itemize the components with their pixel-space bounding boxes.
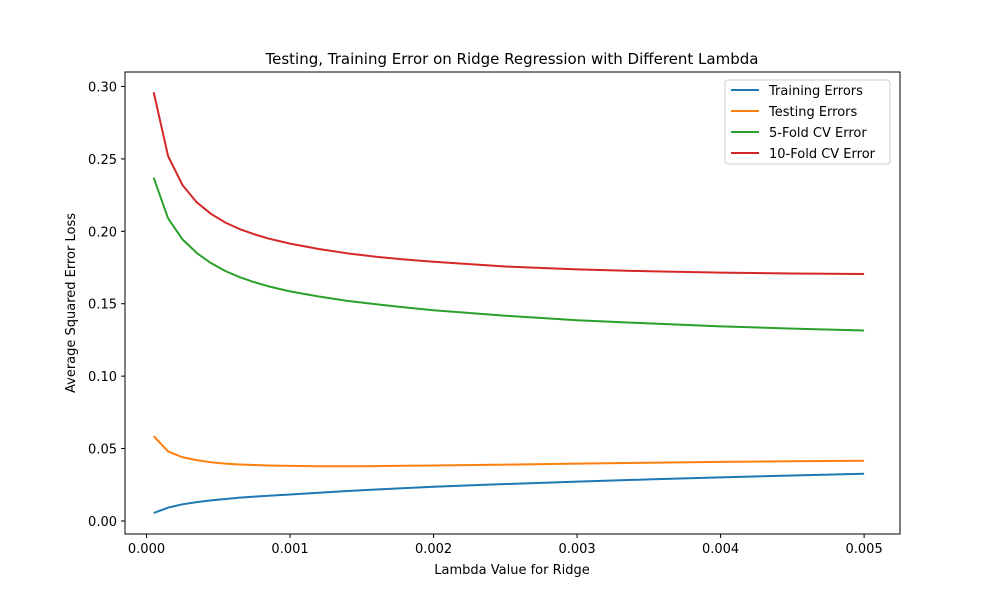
y-tick-label: 0.20 <box>88 225 117 240</box>
legend-label-5-fold-cv-error: 5-Fold CV Error <box>769 126 867 141</box>
legend-label-training-errors: Training Errors <box>768 84 863 99</box>
x-tick-label: 0.004 <box>702 542 739 557</box>
y-axis-label: Average Squared Error Loss <box>64 213 79 393</box>
y-tick-label: 0.15 <box>88 298 117 313</box>
y-tick-label: 0.10 <box>88 370 117 385</box>
chart-title: Testing, Training Error on Ridge Regress… <box>265 50 759 68</box>
x-tick-label: 0.002 <box>415 542 452 557</box>
x-tick-label: 0.000 <box>128 542 165 557</box>
x-axis-ticks: 0.000 0.001 0.002 0.003 0.004 0.005 <box>128 534 883 557</box>
y-axis-ticks: 0.00 0.05 0.10 0.15 0.20 0.25 0.30 <box>88 80 125 530</box>
legend-box <box>724 79 891 165</box>
series-line-training-errors <box>153 472 865 514</box>
series-line-5-fold-cv-error <box>152 177 865 332</box>
x-tick-label: 0.005 <box>846 542 883 557</box>
series-line-10-fold-cv-error <box>152 92 865 276</box>
x-axis-label: Lambda Value for Ridge <box>434 563 589 578</box>
legend-label-10-fold-cv-error: 10-Fold CV Error <box>769 147 876 162</box>
legend: Training Errors Testing Errors 5-Fold CV E… <box>724 79 891 165</box>
series-line-testing-errors <box>152 435 865 468</box>
y-tick-label: 0.05 <box>88 443 117 458</box>
axes-frame <box>124 71 901 535</box>
series-layer <box>152 92 865 514</box>
plot-area: 0.000 0.001 0.002 0.003 0.004 0.005 0.000.050… <box>88 71 901 557</box>
y-tick-label: 0.00 <box>88 515 117 530</box>
x-tick-label: 0.001 <box>271 542 308 557</box>
x-tick-label: 0.003 <box>558 542 595 557</box>
y-tick-label: 0.25 <box>88 153 117 168</box>
y-tick-label: 0.30 <box>88 80 117 95</box>
legend-label-testing-errors: Testing Errors <box>768 105 858 120</box>
